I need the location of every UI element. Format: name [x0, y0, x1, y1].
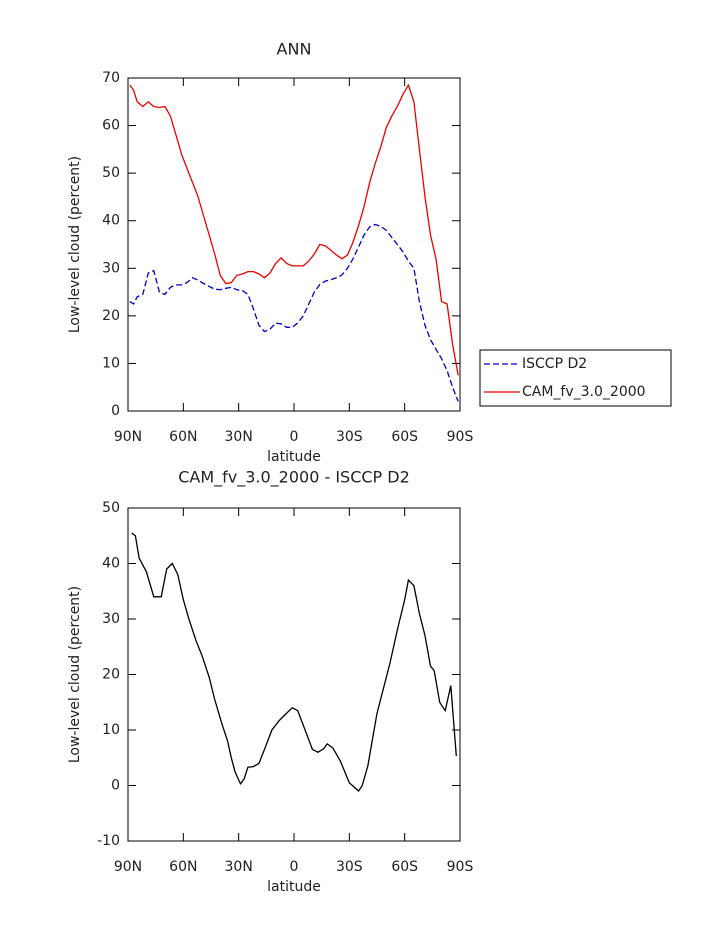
x-tick-label: 60N — [169, 859, 197, 875]
y-tick-label: 10 — [102, 355, 120, 371]
y-tick-label: 50 — [102, 500, 120, 516]
data-line — [131, 532, 457, 792]
x-tick-label: 30S — [336, 859, 363, 875]
y-tick-label: 0 — [111, 403, 120, 419]
y-tick-label: 0 — [111, 778, 120, 794]
x-tick-label: 0 — [290, 859, 299, 875]
x-tick-label: 30N — [225, 859, 253, 875]
plot-frame — [127, 77, 461, 412]
chart-title: ANN — [277, 40, 312, 59]
x-tick-label: 90S — [447, 859, 474, 875]
y-tick-label: 50 — [102, 165, 120, 181]
x-tick-label: 60S — [391, 429, 418, 445]
x-tick-label: 90N — [114, 859, 142, 875]
x-axis-label: latitude — [267, 449, 321, 465]
y-axis-label: Low-level cloud (percent) — [67, 586, 83, 763]
x-tick-label: 60N — [169, 429, 197, 445]
y-tick-label: 60 — [102, 118, 120, 134]
y-tick-label: 70 — [102, 70, 120, 86]
x-tick-label: 0 — [290, 429, 299, 445]
x-tick-label: 90S — [447, 429, 474, 445]
y-tick-label: 20 — [102, 308, 120, 324]
y-axis-label: Low-level cloud (percent) — [67, 156, 83, 333]
data-line — [129, 83, 459, 376]
y-tick-label: -10 — [97, 833, 120, 849]
data-line — [129, 223, 459, 402]
plot-frame — [127, 507, 461, 842]
legend-label: ISCCP D2 — [522, 356, 587, 372]
y-tick-label: 10 — [102, 722, 120, 738]
x-tick-label: 90N — [114, 429, 142, 445]
legend-box — [479, 349, 672, 407]
legend-label: CAM_fv_3.0_2000 — [522, 384, 646, 400]
y-tick-label: 30 — [102, 260, 120, 276]
y-tick-label: 40 — [102, 213, 120, 229]
y-tick-label: 30 — [102, 611, 120, 627]
x-tick-label: 60S — [391, 859, 418, 875]
chart-title: CAM_fv_3.0_2000 - ISCCP D2 — [178, 468, 410, 488]
y-tick-label: 20 — [102, 667, 120, 683]
y-tick-label: 40 — [102, 556, 120, 572]
x-tick-label: 30N — [225, 429, 253, 445]
legend: ISCCP D2 CAM_fv_3.0_2000 — [479, 349, 672, 407]
x-axis-label: latitude — [267, 879, 321, 895]
x-tick-label: 30S — [336, 429, 363, 445]
